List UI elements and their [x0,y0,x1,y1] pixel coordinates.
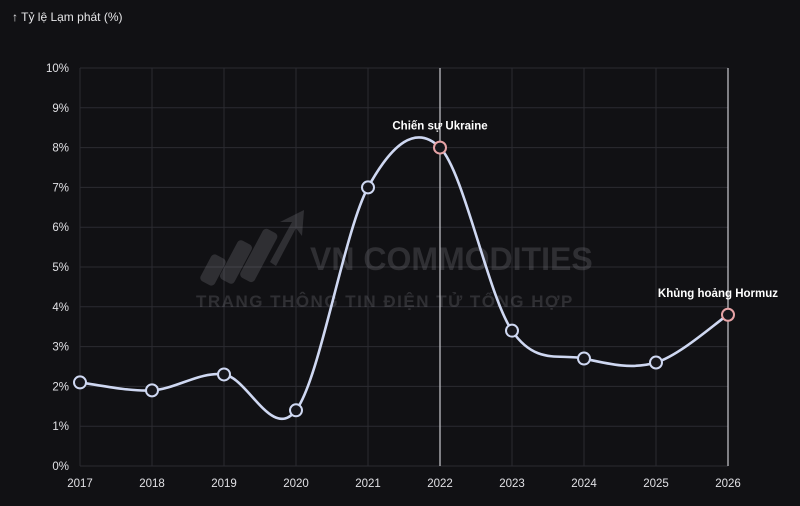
data-point-2026 [721,307,735,322]
x-tick-label: 2024 [571,478,597,490]
x-tick-label: 2020 [283,478,309,490]
data-point-2020 [289,403,303,418]
x-tick-labels: 2017 2018 2019 2020 2021 2022 2023 2024 2025 2026 [67,478,741,490]
y-tick-label: 4% [52,302,69,314]
rising-bars-arrow-icon [200,210,304,286]
y-tick-label: 7% [52,182,69,194]
x-tick-label: 2026 [715,478,741,490]
data-point-2019 [217,367,231,382]
x-tick-label: 2023 [499,478,525,490]
x-tick-label: 2017 [67,478,93,490]
data-point-2024 [577,351,591,366]
y-tick-label: 1% [52,421,69,433]
x-tick-label: 2022 [427,478,453,490]
data-point-2021 [361,180,375,195]
annotation-label-2022: Chiến sự Ukraine [392,121,487,133]
y-tick-label: 3% [52,342,69,354]
y-tick-labels: 0% 1% 2% 3% 4% 5% 6% 7% 8% 9% 10% [46,63,69,473]
x-tick-label: 2021 [355,478,381,490]
annotation-label-2026: Khủng hoảng Hormuz [658,288,778,300]
data-points [73,140,735,418]
y-tick-label: 6% [52,222,69,234]
x-tick-label: 2019 [211,478,237,490]
annotations: Chiến sự Ukraine Khủng hoảng Hormuz [392,121,778,300]
watermark-tagline: TRANG THÔNG TIN ĐIỆN TỬ TỔNG HỢP [196,292,574,311]
y-tick-label: 5% [52,262,69,274]
data-point-2025 [649,355,663,370]
data-point-2022 [433,140,447,155]
x-tick-label: 2018 [139,478,165,490]
up-arrow-icon: ↑ [12,10,18,24]
y-axis-title: ↑ Tỷ lệ Lạm phát (%) [12,10,123,24]
data-point-2017 [73,375,87,390]
annotation-lines [439,68,729,466]
series-line [79,136,729,420]
y-tick-label: 10% [46,63,69,75]
y-axis-title-text: Tỷ lệ Lạm phát (%) [21,10,123,24]
x-tick-label: 2025 [643,478,669,490]
y-tick-label: 9% [52,103,69,115]
y-tick-label: 8% [52,143,69,155]
watermark-brand: VN COMMODITIES [310,241,593,277]
y-tick-label: 2% [52,381,69,393]
watermark: VN COMMODITIES TRANG THÔNG TIN ĐIỆN TỬ T… [196,210,593,311]
data-point-2018 [145,383,159,398]
data-point-2023 [505,323,519,338]
y-tick-label: 0% [52,461,69,473]
